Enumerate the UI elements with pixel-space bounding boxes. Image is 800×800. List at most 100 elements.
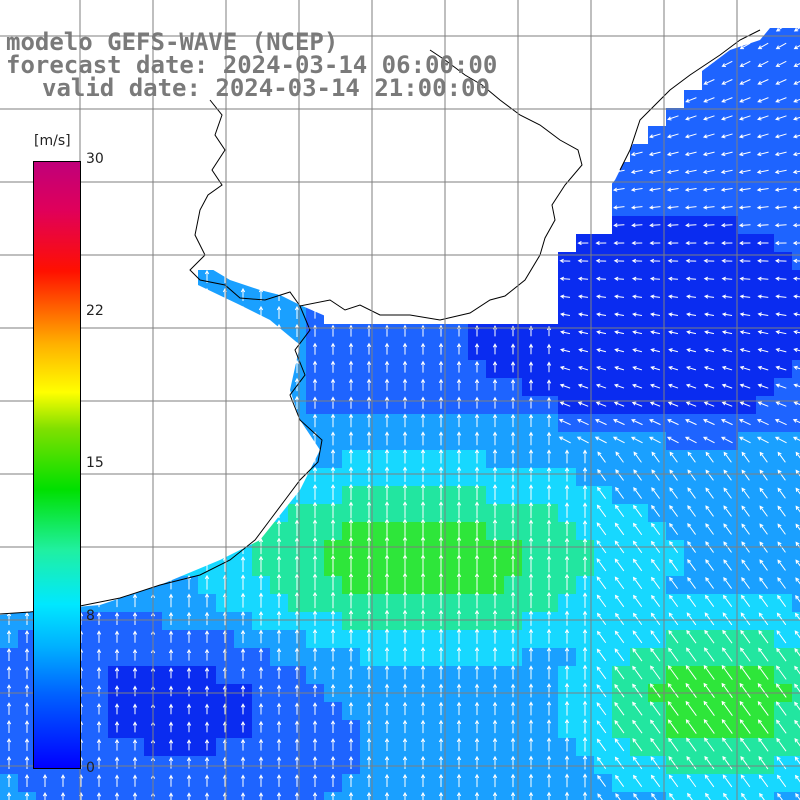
wind-arrow <box>648 436 661 444</box>
wind-arrow <box>546 628 552 644</box>
wind-arrow <box>775 60 787 67</box>
wind-arrow <box>577 401 589 407</box>
wind-arrow <box>420 518 426 537</box>
wind-arrow <box>24 702 30 715</box>
wind-arrow <box>510 628 516 644</box>
wind-arrow <box>721 79 733 85</box>
wind-arrow <box>741 577 750 589</box>
wind-arrow <box>132 667 138 679</box>
wind-arrow <box>578 348 589 353</box>
wind-arrow <box>632 366 643 371</box>
wind-arrow <box>294 323 300 338</box>
wind-arrow <box>686 647 697 662</box>
wind-arrow <box>739 276 751 281</box>
wind-arrow <box>596 576 607 590</box>
wind-arrow <box>330 738 336 751</box>
wind-arrow <box>757 330 769 335</box>
wind-arrow <box>564 700 570 716</box>
wind-arrow <box>756 187 769 192</box>
wind-arrow <box>258 792 264 800</box>
wind-arrow <box>776 630 787 644</box>
wind-arrow <box>348 773 354 788</box>
wind-arrow <box>614 366 625 371</box>
wind-arrow <box>578 294 589 299</box>
wind-cell <box>792 612 800 630</box>
wind-arrow <box>560 348 571 353</box>
wind-arrow <box>759 577 768 589</box>
wind-arrow <box>564 628 570 644</box>
wind-arrow <box>649 401 661 407</box>
wind-arrow <box>650 647 661 662</box>
wind-arrow <box>456 609 462 627</box>
wind-arrow <box>294 684 300 697</box>
wind-arrow <box>438 554 444 573</box>
wind-arrow <box>240 738 246 751</box>
wind-arrow <box>723 792 729 800</box>
wind-arrow <box>757 665 769 680</box>
wind-arrow <box>687 558 697 571</box>
wind-cell <box>774 792 792 800</box>
wind-arrow <box>492 466 498 482</box>
wind-arrow <box>492 449 498 464</box>
wind-arrow <box>741 451 750 463</box>
wind-cell <box>594 792 612 800</box>
wind-arrow <box>204 721 210 733</box>
wind-arrow <box>777 451 786 463</box>
wind-arrow <box>757 347 769 353</box>
wind-arrow <box>684 187 697 192</box>
wind-arrow <box>240 611 246 626</box>
wind-cell <box>792 558 800 576</box>
wind-arrow <box>757 294 769 299</box>
wind-arrow <box>96 792 102 800</box>
wind-arrow <box>510 501 516 519</box>
wind-arrow <box>402 518 408 537</box>
wind-arrow <box>438 755 444 770</box>
wind-arrow <box>651 504 661 517</box>
wind-arrow <box>582 610 588 626</box>
wind-arrow <box>492 572 498 591</box>
wind-arrow <box>456 536 462 555</box>
wind-arrow <box>168 611 174 626</box>
wind-cell <box>792 54 800 72</box>
wind-arrow <box>492 378 498 391</box>
wind-arrow <box>474 554 480 573</box>
wind-arrow <box>114 612 120 625</box>
wind-arrow <box>384 572 390 591</box>
wind-arrow <box>612 436 625 444</box>
wind-arrow <box>366 683 372 698</box>
wind-arrow <box>722 594 733 608</box>
wind-arrow <box>312 628 318 644</box>
wind-arrow <box>6 773 12 788</box>
wind-arrow <box>474 378 480 391</box>
wind-arrow <box>330 342 336 355</box>
wind-arrow <box>258 738 264 751</box>
wind-arrow <box>438 518 444 537</box>
wind-arrow <box>739 60 751 67</box>
wind-arrow <box>686 774 697 788</box>
wind-arrow <box>793 98 800 103</box>
wind-arrow <box>597 774 607 787</box>
wind-arrow <box>366 791 372 800</box>
wind-arrow <box>757 258 769 264</box>
wind-arrow <box>384 591 390 609</box>
wind-arrow <box>684 205 697 210</box>
wind-arrow <box>510 683 516 698</box>
wind-arrow <box>510 466 516 482</box>
wind-arrow <box>456 413 462 428</box>
wind-arrow <box>420 609 426 627</box>
wind-arrow <box>650 294 661 299</box>
wind-arrow <box>722 629 733 644</box>
wind-arrow <box>402 483 408 501</box>
wind-arrow <box>546 519 552 537</box>
wind-arrow <box>204 756 210 769</box>
wind-arrow <box>777 469 786 481</box>
wind-arrow <box>420 755 426 770</box>
wind-arrow <box>738 133 751 139</box>
wind-arrow <box>330 431 336 446</box>
wind-arrow <box>366 737 372 752</box>
wind-arrow <box>420 590 426 609</box>
wind-arrow <box>577 258 589 264</box>
wind-arrow <box>668 647 679 662</box>
wind-arrow <box>330 360 336 373</box>
wind-arrow <box>649 683 661 698</box>
